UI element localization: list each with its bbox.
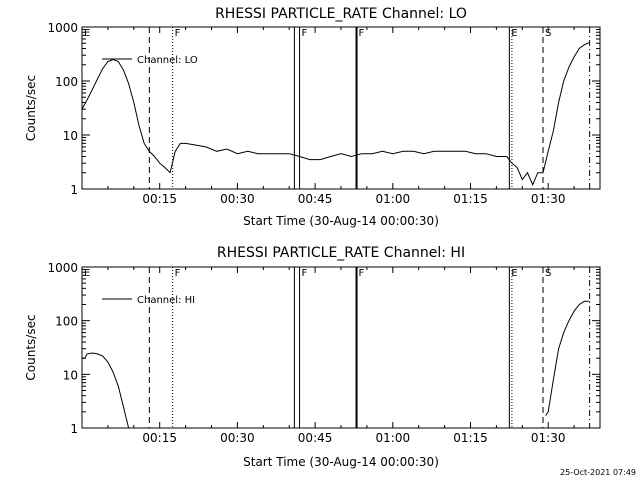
event-marker-label: F [175, 268, 181, 279]
event-marker-label: F [302, 28, 308, 39]
y-axis-label: Counts/sec [24, 75, 38, 141]
event-marker-label: E [84, 28, 90, 39]
event-marker-label: E [511, 28, 517, 39]
plot-frame [81, 266, 601, 429]
event-marker-label: E [84, 268, 90, 279]
timestamp-footer: 25-Oct-2021 07:49 [560, 468, 636, 477]
y-axis-label: Counts/sec [24, 314, 38, 380]
event-marker-label: F [359, 28, 365, 39]
legend-label: Channel: LO [137, 55, 198, 66]
event-marker-label: F [175, 28, 181, 39]
lo-channel-panel: RHESSI PARTICLE_RATE Channel: LO Start Ti… [24, 6, 601, 228]
chart-title: RHESSI PARTICLE_RATE Channel: HI [217, 245, 465, 261]
x-tick-label: 00:45 [298, 192, 333, 206]
x-tick-label: 01:15 [453, 431, 488, 445]
event-marker-label: E [511, 268, 517, 279]
x-tick-label: 00:45 [298, 431, 333, 445]
y-tick-label: 1000 [47, 261, 78, 275]
y-tick-label: 1 [70, 422, 78, 436]
y-tick-label: 100 [55, 315, 78, 329]
series-line [82, 352, 130, 429]
series-line [81, 41, 590, 186]
series-line [545, 300, 590, 416]
x-tick-label: 01:00 [376, 192, 411, 206]
y-tick-label: 1 [70, 183, 78, 197]
y-tick-label: 10 [63, 129, 78, 143]
event-marker-label: S [545, 268, 551, 279]
event-marker-label: S [545, 28, 551, 39]
y-tick-label: 1000 [47, 21, 78, 35]
x-axis-label: Start Time (30-Aug-14 00:00:30) [243, 455, 439, 469]
y-tick-label: 10 [63, 368, 78, 382]
legend-label: Channel: HI [137, 295, 195, 306]
x-tick-label: 00:15 [142, 431, 177, 445]
y-tick-label: 100 [55, 75, 78, 89]
x-tick-label: 01:00 [376, 431, 411, 445]
x-tick-label: 01:15 [453, 192, 488, 206]
hi-channel-panel: RHESSI PARTICLE_RATE Channel: HI Start Ti… [24, 245, 601, 469]
event-marker-label: F [302, 268, 308, 279]
chart-title: RHESSI PARTICLE_RATE Channel: LO [215, 6, 467, 22]
x-tick-label: 00:15 [142, 192, 177, 206]
x-tick-label: 01:30 [531, 431, 566, 445]
x-axis-label: Start Time (30-Aug-14 00:00:30) [243, 214, 439, 228]
event-marker-label: F [359, 268, 365, 279]
x-tick-label: 00:30 [220, 192, 255, 206]
x-tick-label: 01:30 [531, 192, 566, 206]
plot-frame [81, 26, 601, 190]
x-tick-label: 00:30 [220, 431, 255, 445]
